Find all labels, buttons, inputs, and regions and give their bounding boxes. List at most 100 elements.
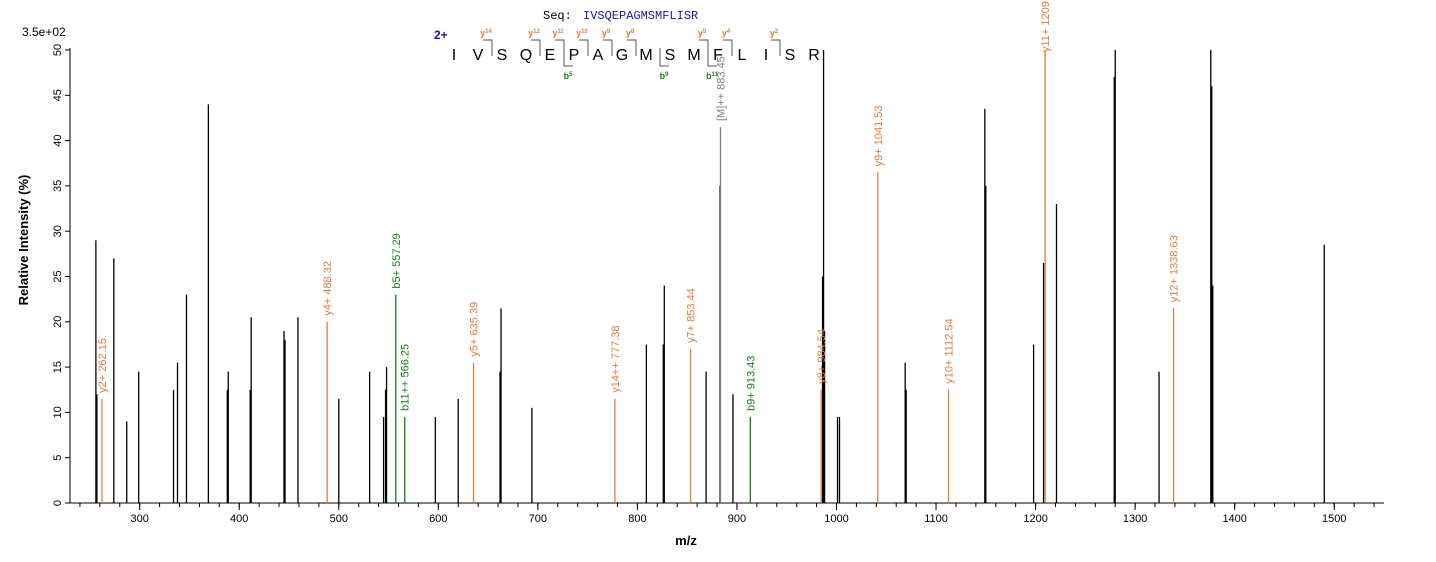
x-tick-label: 500 [330,513,348,525]
y-ion-bracket [771,39,781,56]
y-ion-index: 11 [557,29,564,35]
y-ion-index: 2 [775,29,779,35]
y-tick-label: 10 [52,406,64,418]
x-tick-label: 900 [728,513,746,525]
peak-label: y12+ 1338.63 [1169,235,1181,302]
y-ion-bracket [723,39,733,56]
y-tick-label: 45 [52,89,64,101]
b-ion-bracket [563,48,573,67]
y-ion-marker: y12 [528,28,540,38]
sequence-residue: R [808,47,820,64]
peak-label: y8+ 984.54 [816,329,828,384]
y-ion-index: 14 [485,29,492,35]
peak-label: b9+ 913.43 [745,356,757,411]
sequence-residue: A [593,47,604,64]
peak-label: y7+ 853.44 [686,288,698,343]
peak-label: y5+ 635.39 [469,302,481,357]
x-tick-label: 600 [429,513,447,525]
sequence-residue: L [738,47,747,64]
y-tick-label: 15 [52,361,64,373]
b-ion-marker: b9 [660,71,670,81]
y-ion-marker: y9 [602,28,611,38]
x-tick-label: 1100 [924,513,948,525]
x-axis-title: m/z [675,533,697,548]
peak-label: [M]++ 883.45 [715,56,727,121]
sequence-residue: S [665,47,676,64]
x-tick-label: 300 [131,513,149,525]
peak-label: b11++ 566.25 [400,344,412,411]
sequence-label: Seq: [543,9,572,23]
y-tick-label: 25 [52,270,64,282]
y-ion-index: 9 [607,29,611,35]
sequence-residue: M [687,47,700,64]
sequence-residue: F [713,47,723,64]
peak-label: y4+ 488.32 [322,261,334,316]
y-tick-label: 50 [52,44,64,56]
peak-label: y11+ 1209.60 [1040,0,1052,52]
sequence-residue: G [616,47,628,64]
y-ion-bracket [579,39,589,56]
y-tick-label: 30 [52,225,64,237]
sequence-residue: P [569,47,580,64]
b-ion-index: 11 [712,72,719,78]
sequence-residue: M [639,47,652,64]
charge-state: 2+ [434,28,448,42]
y-ion-index: 5 [703,29,707,35]
x-tick-label: 400 [230,513,248,525]
b-ion-marker: b5 [564,71,574,81]
y-tick-label: 40 [52,134,64,146]
sequence-residue: S [785,47,796,64]
x-tick-label: 1000 [824,513,848,525]
y-tick-label: 5 [52,455,64,461]
y-tick-label: 35 [52,180,64,192]
b-ion-bracket [659,48,669,67]
x-tick-label: 1400 [1222,513,1246,525]
peak-label: y10+ 1112.54 [944,318,956,383]
x-tick-label: 1500 [1322,513,1346,525]
y-axis-title: Relative Intensity (%) [16,175,31,306]
y-ion-index: 4 [727,29,731,35]
y-ion-marker: y10 [576,28,588,38]
b-ion-marker: b11 [706,71,719,81]
peak-label: y2+ 262.15 [97,338,109,393]
x-tick-label: 700 [529,513,547,525]
y-ion-marker: y8 [626,28,635,38]
b-ion-bracket [707,48,717,67]
peak-label: y9+ 1041.53 [873,105,885,166]
x-tick-label: 800 [628,513,646,525]
y-ion-bracket [603,39,613,56]
y-ion-index: 10 [581,29,588,35]
sequence-residue: S [497,47,508,64]
intensity-scale: 3.5e+02 [22,25,66,39]
peak-label: y14++ 777.38 [610,326,622,393]
y-ion-index: 8 [631,29,635,35]
y-ion-bracket [531,39,541,56]
x-tick-label: 1200 [1023,513,1047,525]
y-ion-bracket [627,39,637,56]
y-ion-marker: y4 [722,28,731,38]
sequence-residue: E [545,47,556,64]
x-tick-label: 1300 [1123,513,1147,525]
sequence-residue: I [764,47,768,64]
b-ion-index: 5 [569,72,573,78]
y-ion-marker: y14 [480,28,492,38]
y-ion-index: 12 [533,29,540,35]
peak-label-layer: y2+ 262.15 y4+ 488.32 b5+ 557.29 b11++ 566.… [97,0,1181,411]
y-ion-bracket [483,39,493,56]
peak-label: b5+ 557.29 [391,233,403,288]
y-ion-marker: y5 [698,28,707,38]
y-ion-marker: y2 [770,28,779,38]
sequence-residue: V [473,47,484,64]
sequence-text: IVSQEPAGMSMFLISR [583,9,698,23]
sequence-residue: I [452,47,456,64]
y-tick-label: 0 [52,500,64,506]
y-ion-bracket [555,39,565,56]
peak-layer [95,50,1325,503]
y-ion-marker: y11 [552,28,564,38]
chart-axes: 0 5 10 15 20 25 30 35 40 45 50 300 400 500 600 700 800 90… [52,44,1384,525]
sequence-residue: Q [520,47,532,64]
b-ion-index: 9 [665,72,669,78]
y-tick-label: 20 [52,316,64,328]
